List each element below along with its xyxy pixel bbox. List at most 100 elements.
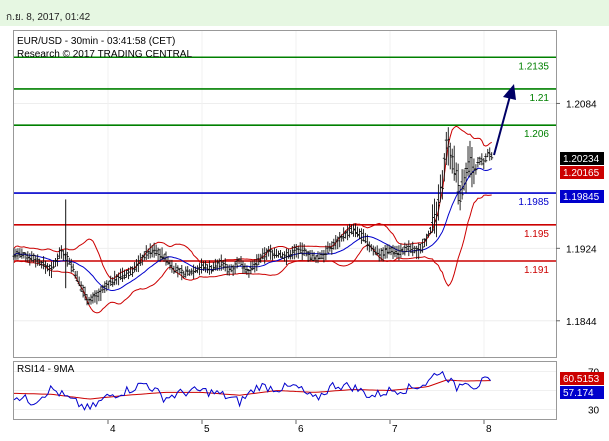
x-tick-label: 4 bbox=[110, 424, 116, 435]
chart-title: EUR/USD - 30min - 03:41:58 (CET) bbox=[17, 36, 175, 47]
price-bar bbox=[367, 241, 371, 253]
price-bar bbox=[470, 147, 474, 188]
price-bar bbox=[174, 262, 178, 273]
price-bar bbox=[330, 241, 334, 255]
price-bar bbox=[448, 142, 452, 170]
price-bar bbox=[123, 269, 127, 280]
price-bar bbox=[136, 255, 140, 273]
price-bar bbox=[294, 244, 298, 258]
price-bar bbox=[348, 223, 352, 238]
price-bar bbox=[113, 270, 117, 286]
price-bar bbox=[286, 248, 290, 259]
price-bar bbox=[322, 249, 326, 263]
price-bar bbox=[334, 235, 338, 250]
price-bar bbox=[237, 258, 241, 265]
secondary-price-label: 1.20165 bbox=[563, 168, 600, 179]
price-bar bbox=[107, 280, 111, 289]
price-bar bbox=[336, 236, 340, 250]
price-bar bbox=[373, 246, 377, 255]
price-bar bbox=[275, 248, 279, 258]
price-bar bbox=[77, 276, 81, 287]
price-bar bbox=[203, 260, 207, 273]
price-bar bbox=[209, 265, 213, 274]
price-bar bbox=[28, 253, 32, 266]
price-bar bbox=[478, 156, 482, 165]
rsi-title: RSI14 - 9MA bbox=[17, 364, 75, 375]
price-bar bbox=[83, 286, 87, 301]
price-bar bbox=[59, 245, 63, 259]
price-bar bbox=[383, 244, 387, 259]
price-bar bbox=[219, 254, 223, 271]
price-bar bbox=[464, 162, 468, 194]
price-bar bbox=[365, 234, 369, 251]
price-bar bbox=[14, 248, 18, 260]
level-label: 1.2135 bbox=[518, 61, 549, 72]
price-bar bbox=[482, 157, 486, 170]
price-bar bbox=[405, 243, 409, 253]
price-bar bbox=[61, 249, 65, 261]
price-bar bbox=[460, 169, 464, 200]
price-bar bbox=[142, 251, 146, 261]
price-bar bbox=[488, 147, 492, 161]
price-bar bbox=[387, 244, 391, 255]
price-bar bbox=[48, 264, 52, 277]
rsi-red-value-box: 60.5153 bbox=[560, 372, 604, 385]
price-bar bbox=[126, 267, 130, 280]
price-bar bbox=[361, 229, 365, 242]
price-bar bbox=[466, 146, 470, 177]
price-bar bbox=[144, 245, 148, 260]
price-bar bbox=[20, 248, 24, 259]
price-bar bbox=[476, 157, 480, 168]
price-bar bbox=[415, 245, 419, 260]
price-bar bbox=[411, 241, 415, 257]
chart-subtitle: Research © 2017 TRADING CENTRAL bbox=[17, 49, 192, 60]
price-bar bbox=[184, 266, 188, 278]
price-bar bbox=[196, 265, 200, 274]
price-bar bbox=[389, 246, 393, 256]
price-bar bbox=[280, 252, 284, 259]
price-bar bbox=[69, 258, 73, 273]
price-bar bbox=[109, 275, 113, 286]
price-bar bbox=[393, 245, 397, 258]
price-bar bbox=[278, 250, 282, 258]
price-bar bbox=[79, 281, 83, 293]
price-bar bbox=[430, 204, 434, 233]
price-bar bbox=[166, 256, 170, 266]
price-bar bbox=[50, 261, 54, 278]
price-bar bbox=[290, 246, 294, 260]
price-bar bbox=[227, 264, 231, 276]
price-bar bbox=[87, 296, 91, 305]
price-bar bbox=[75, 270, 79, 283]
price-bar bbox=[162, 253, 166, 262]
price-bar bbox=[456, 163, 460, 205]
price-bar bbox=[156, 247, 160, 261]
price-bar bbox=[436, 184, 440, 221]
y-tick-labels: 1.2084 1.1924 1.1844 bbox=[556, 99, 597, 328]
blue-level-box: 1.19845 bbox=[560, 190, 604, 203]
x-tick-label: 8 bbox=[486, 424, 492, 435]
price-bar bbox=[215, 259, 219, 271]
price-bar bbox=[150, 245, 154, 258]
price-bar bbox=[282, 251, 286, 262]
price-bar bbox=[16, 248, 20, 260]
price-bar bbox=[42, 256, 46, 270]
level-label: 1.21 bbox=[530, 93, 550, 104]
x-tick-labels: 4 5 6 7 8 bbox=[107, 420, 492, 435]
price-bar bbox=[403, 242, 407, 256]
price-bar bbox=[359, 228, 363, 244]
price-bar bbox=[484, 153, 488, 163]
price-bar bbox=[421, 238, 425, 253]
price-bar bbox=[273, 247, 277, 259]
price-bar bbox=[223, 258, 227, 272]
rsi-panel: 705030 bbox=[13, 368, 600, 417]
price-bar bbox=[188, 269, 192, 276]
price-bar bbox=[409, 243, 413, 254]
level-label: 1.1985 bbox=[518, 197, 549, 208]
price-bar bbox=[190, 268, 194, 276]
price-bar bbox=[352, 223, 356, 237]
price-bar bbox=[298, 242, 302, 254]
price-bar bbox=[271, 249, 275, 261]
price-bar bbox=[18, 248, 22, 258]
price-bar bbox=[429, 226, 433, 235]
price-bar bbox=[354, 223, 358, 238]
